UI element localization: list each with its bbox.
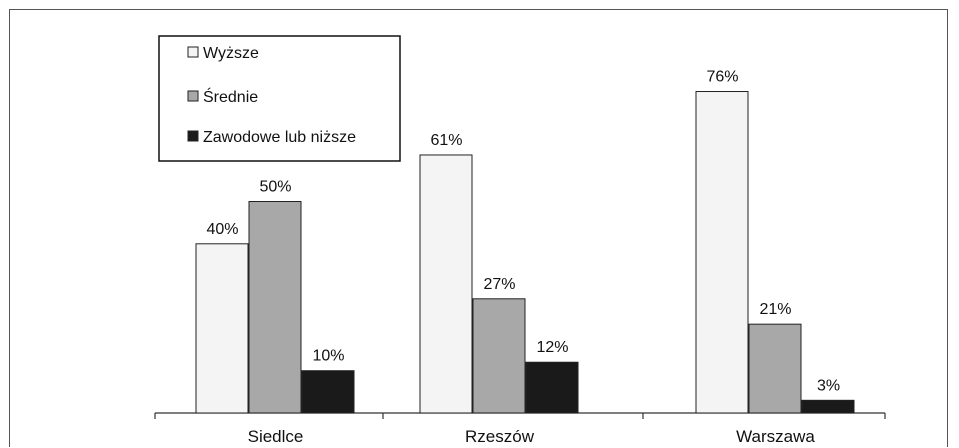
value-label: 3% bbox=[817, 377, 840, 394]
bar-siedlce-zawodowe-lub-nizsze bbox=[301, 370, 355, 414]
value-label: 21% bbox=[759, 301, 791, 318]
bar-siedlce-wyzsze bbox=[195, 243, 249, 414]
value-label: 10% bbox=[312, 348, 344, 365]
legend-swatch-srednie bbox=[187, 90, 199, 102]
value-label: 40% bbox=[206, 221, 238, 238]
value-label: 50% bbox=[259, 179, 291, 196]
bar-warszawa-wyzsze bbox=[695, 91, 749, 414]
bar-warszawa-srednie bbox=[748, 323, 802, 414]
category-label-siedlce: Siedlce bbox=[248, 427, 304, 446]
value-labels-layer: 40% 50% 10% 61% 27% 12% 76% 21% 3% bbox=[206, 69, 840, 395]
value-label: 12% bbox=[536, 339, 568, 356]
bar-rzeszow-srednie bbox=[472, 298, 526, 414]
legend: Wyższe Średnie Zawodowe lub niższe bbox=[158, 35, 401, 162]
value-label: 27% bbox=[483, 276, 515, 293]
bar-rzeszow-zawodowe-lub-nizsze bbox=[525, 361, 579, 414]
bar-rzeszow-wyzsze bbox=[419, 154, 473, 414]
value-label: 76% bbox=[706, 69, 738, 86]
category-label-warszawa: Warszawa bbox=[736, 427, 815, 446]
legend-swatch-wyzsze bbox=[187, 46, 199, 58]
value-label: 61% bbox=[430, 132, 462, 149]
legend-swatch-zawodowe-lub-nizsze bbox=[187, 130, 199, 142]
bars-layer bbox=[195, 91, 855, 414]
legend-label-srednie: Średnie bbox=[203, 87, 258, 106]
category-label-rzeszow: Rzeszów bbox=[465, 427, 535, 446]
legend-box bbox=[158, 35, 401, 162]
legend-label-zawodowe-lub-nizsze: Zawodowe lub niższe bbox=[203, 129, 356, 146]
bar-warszawa-zawodowe-lub-nizsze bbox=[801, 399, 855, 414]
axis-layer bbox=[154, 412, 886, 419]
bar-siedlce-srednie bbox=[248, 201, 302, 414]
category-labels-layer: Siedlce Rzeszów Warszawa bbox=[248, 427, 816, 446]
legend-label-wyzsze: Wyższe bbox=[203, 45, 259, 62]
